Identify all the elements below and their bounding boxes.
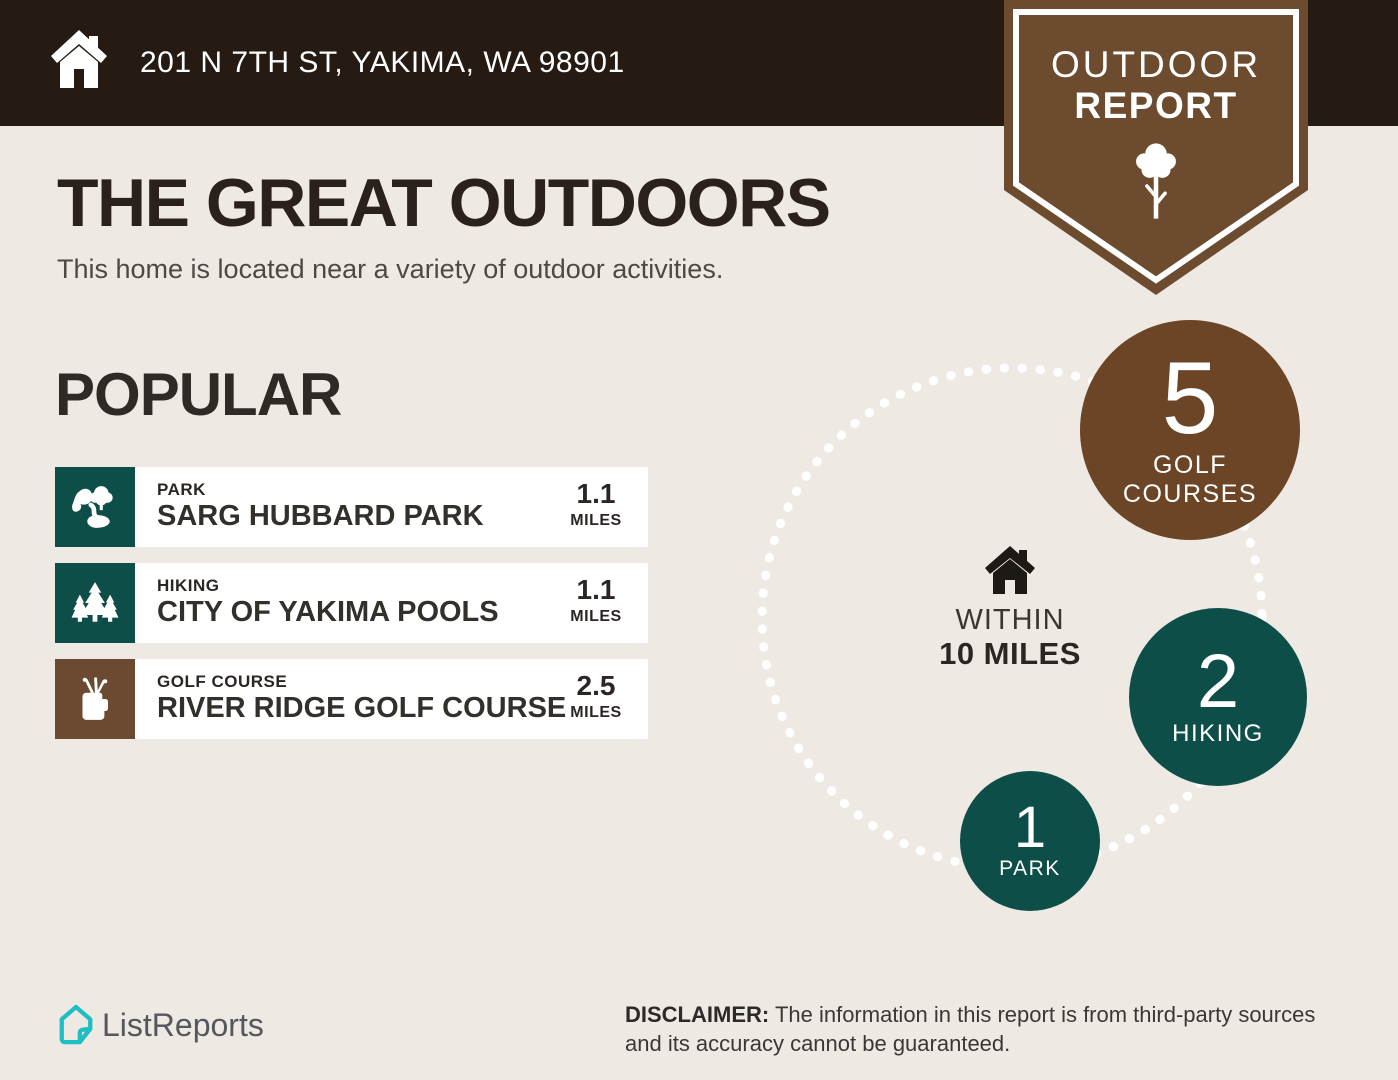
list-item-park: PARK SARG HUBBARD PARK 1.1 MILES	[55, 467, 648, 547]
bubble-park: 1 PARK	[960, 771, 1100, 911]
bubble-count: 5	[1161, 341, 1219, 456]
popular-section-title: POPULAR	[55, 361, 342, 428]
park-icon	[55, 467, 135, 547]
item-name: RIVER RIDGE GOLF COURSE	[157, 692, 567, 724]
brand-name: ListReports	[102, 1007, 264, 1043]
page-subtitle: This home is located near a variety of o…	[57, 254, 724, 284]
item-distance: 1.1 MILES	[554, 563, 638, 643]
distance-value: 1.1	[576, 478, 616, 509]
distance-unit: MILES	[570, 608, 622, 625]
disclaimer-label: DISCLAIMER:	[625, 1002, 770, 1027]
listreports-logo-icon	[57, 1003, 95, 1052]
bubble-count: 1	[1013, 795, 1047, 861]
bubble-hiking: 2 HIKING	[1129, 608, 1307, 786]
bubble-label: GOLF COURSES	[1122, 450, 1258, 509]
badge-title-line2: REPORT	[1074, 85, 1238, 126]
list-item-golf-course: GOLF COURSE RIVER RIDGE GOLF COURSE 2.5 …	[55, 659, 648, 739]
badge-title-line1: OUTDOOR	[1050, 44, 1262, 85]
item-name: SARG HUBBARD PARK	[157, 500, 484, 532]
bubble-label: HIKING	[1172, 719, 1264, 747]
bubble-count: 2	[1196, 638, 1240, 724]
bubble-golf-courses: 5 GOLF COURSES	[1080, 320, 1300, 540]
within-label: WITHIN	[955, 604, 1065, 636]
distance-unit: MILES	[570, 704, 622, 721]
item-category: PARK	[157, 480, 206, 499]
home-icon	[983, 545, 1037, 600]
distance-unit: MILES	[570, 512, 622, 529]
item-category: HIKING	[157, 576, 220, 595]
disclaimer-text: The information in this report is from t…	[625, 1002, 1316, 1057]
within-miles-label: 10 MILES	[939, 636, 1081, 671]
hiking-icon	[55, 563, 135, 643]
item-category: GOLF COURSE	[157, 672, 288, 691]
home-icon	[48, 28, 110, 95]
list-item-hiking: HIKING CITY OF YAKIMA POOLS 1.1 MILES	[55, 563, 648, 643]
tree-icon	[1127, 138, 1185, 239]
item-distance: 1.1 MILES	[554, 467, 638, 547]
page-title: THE GREAT OUTDOORS	[57, 165, 831, 241]
outdoor-report-badge: OUTDOOR REPORT	[1004, 0, 1308, 300]
item-name: CITY OF YAKIMA POOLS	[157, 596, 499, 628]
distance-value: 1.1	[576, 574, 616, 605]
distance-value: 2.5	[576, 670, 616, 701]
property-address: 201 N 7TH ST, YAKIMA, WA 98901	[140, 46, 625, 79]
bubble-label: PARK	[999, 857, 1061, 881]
item-distance: 2.5 MILES	[554, 659, 638, 739]
golf-icon	[55, 659, 135, 739]
disclaimer: DISCLAIMER: The information in this repo…	[625, 1000, 1340, 1059]
